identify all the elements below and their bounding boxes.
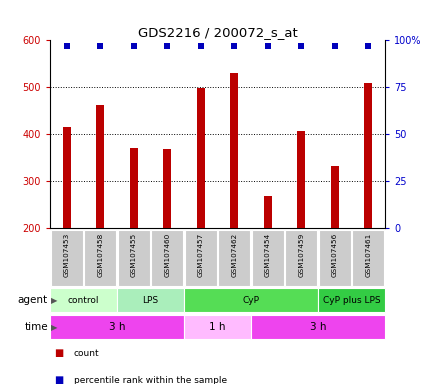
Point: [331, 43, 338, 50]
Bar: [129, 147, 138, 228]
Text: GSM107460: GSM107460: [164, 233, 170, 277]
Bar: [196, 88, 204, 228]
Text: ■: ■: [54, 348, 63, 358]
Point: [297, 43, 304, 50]
Text: GSM107455: GSM107455: [131, 233, 136, 277]
Text: GSM107454: GSM107454: [264, 233, 270, 277]
Point: [97, 43, 104, 50]
Bar: [218, 230, 250, 286]
Bar: [296, 131, 305, 228]
Bar: [163, 149, 171, 228]
Point: [130, 43, 137, 50]
Text: control: control: [68, 296, 99, 305]
Bar: [251, 230, 283, 286]
Bar: [151, 230, 183, 286]
Text: GSM107453: GSM107453: [64, 233, 69, 277]
Text: ▶: ▶: [51, 323, 57, 332]
Point: [364, 43, 371, 50]
Point: [264, 43, 271, 50]
Bar: [117, 288, 183, 313]
Bar: [184, 288, 317, 313]
Text: CyP plus LPS: CyP plus LPS: [322, 296, 379, 305]
Text: 3 h: 3 h: [309, 322, 326, 333]
Text: agent: agent: [18, 295, 48, 306]
Bar: [96, 105, 104, 228]
Bar: [62, 127, 71, 228]
Title: GDS2216 / 200072_s_at: GDS2216 / 200072_s_at: [137, 26, 297, 39]
Bar: [50, 288, 116, 313]
Text: ■: ■: [54, 375, 63, 384]
Text: GSM107461: GSM107461: [365, 233, 370, 277]
Bar: [184, 315, 250, 339]
Bar: [318, 230, 350, 286]
Bar: [184, 230, 216, 286]
Bar: [318, 288, 384, 313]
Text: time: time: [24, 322, 48, 333]
Text: GSM107458: GSM107458: [97, 233, 103, 277]
Text: LPS: LPS: [142, 296, 158, 305]
Bar: [118, 230, 149, 286]
Text: 3 h: 3 h: [108, 322, 125, 333]
Bar: [50, 315, 183, 339]
Text: count: count: [74, 349, 99, 358]
Bar: [330, 166, 338, 228]
Point: [197, 43, 204, 50]
Bar: [251, 315, 384, 339]
Point: [230, 43, 237, 50]
Bar: [51, 230, 82, 286]
Bar: [363, 83, 372, 228]
Bar: [263, 197, 271, 228]
Text: percentile rank within the sample: percentile rank within the sample: [74, 376, 227, 384]
Text: GSM107457: GSM107457: [197, 233, 203, 277]
Bar: [84, 230, 116, 286]
Text: ▶: ▶: [51, 296, 57, 305]
Point: [63, 43, 70, 50]
Bar: [230, 73, 238, 228]
Text: GSM107459: GSM107459: [298, 233, 303, 277]
Text: GSM107462: GSM107462: [231, 233, 237, 277]
Bar: [285, 230, 316, 286]
Text: 1 h: 1 h: [209, 322, 225, 333]
Point: [164, 43, 171, 50]
Text: GSM107456: GSM107456: [331, 233, 337, 277]
Bar: [352, 230, 383, 286]
Text: CyP: CyP: [242, 296, 259, 305]
